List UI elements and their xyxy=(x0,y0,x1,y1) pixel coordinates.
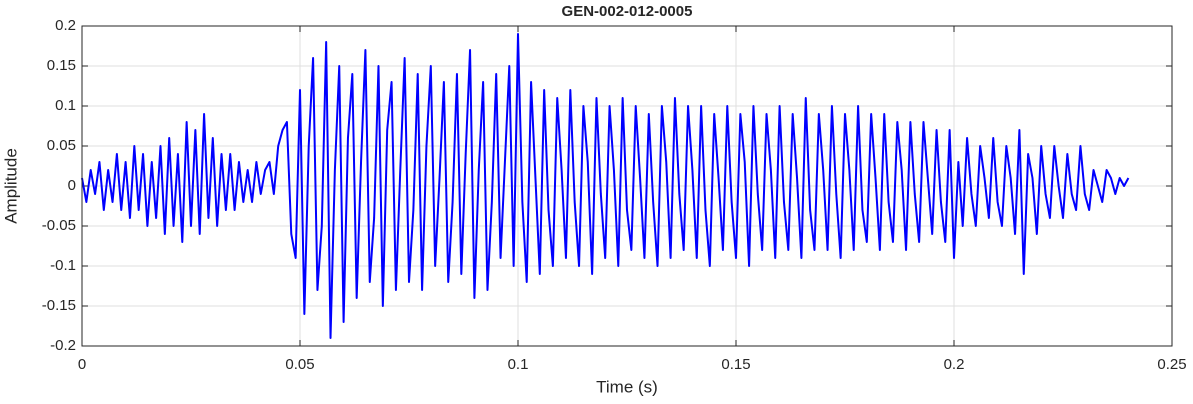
x-tick-label: 0.2 xyxy=(944,356,965,373)
y-tick-label: 0.2 xyxy=(55,17,76,34)
y-tick-label: -0.05 xyxy=(42,217,76,234)
x-tick-label: 0.25 xyxy=(1157,356,1186,373)
waveform-line xyxy=(81,33,1130,339)
y-tick-label: 0 xyxy=(68,177,76,194)
y-tick-label: -0.1 xyxy=(50,257,76,274)
y-tick-label: 0.1 xyxy=(55,97,76,114)
axes-box xyxy=(81,25,1173,347)
x-tick-label: 0 xyxy=(78,356,86,373)
y-tick-label: 0.05 xyxy=(47,137,76,154)
y-tick-label: 0.15 xyxy=(47,57,76,74)
x-tick-label: 0.05 xyxy=(285,356,314,373)
y-axis-label: Amplitude xyxy=(1,148,20,224)
x-tick-label: 0.1 xyxy=(508,356,529,373)
x-tick-label: 0.15 xyxy=(721,356,750,373)
chart-title: GEN-002-012-0005 xyxy=(562,3,693,20)
y-tick-label: -0.15 xyxy=(42,297,76,314)
y-tick-label: -0.2 xyxy=(50,337,76,354)
x-axis-label: Time (s) xyxy=(596,377,658,396)
